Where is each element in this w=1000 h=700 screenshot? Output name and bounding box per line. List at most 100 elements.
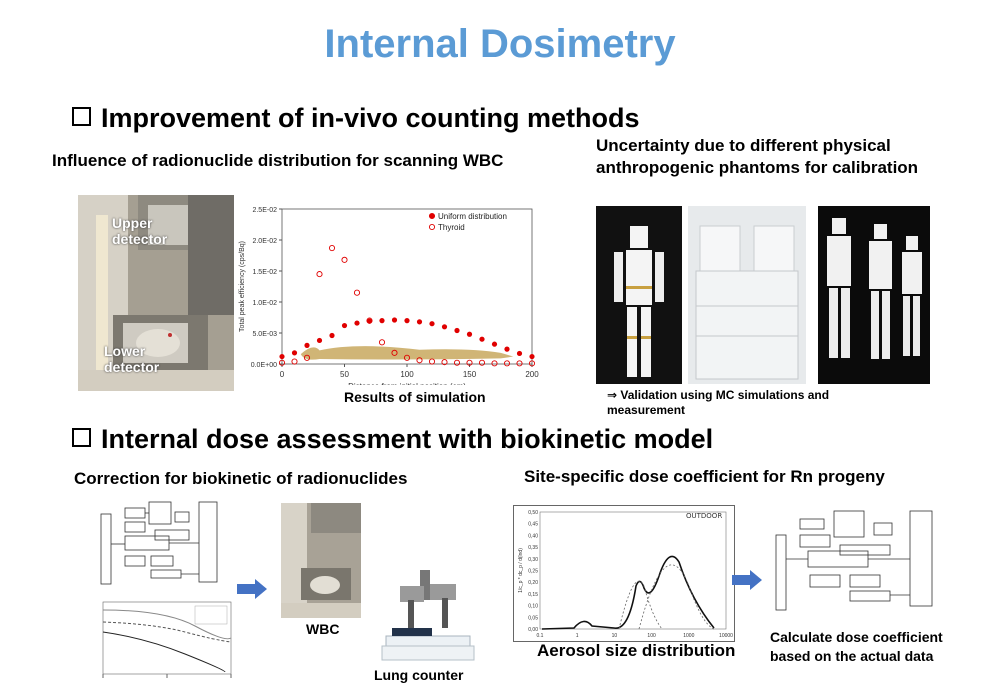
thyroid-point [516,360,523,367]
arrow-right-icon [237,579,267,599]
legend-label: Uniform distribution [438,212,507,221]
thyroid-point [353,289,361,296]
y-tick-label: 2.5E-02 [252,207,277,214]
x-tick-label: 0 [280,370,285,379]
legend-label: Thyroid [438,223,465,232]
y-tick-label: 1.5E-02 [252,269,277,276]
aerosol-y-tick: 0,30 [528,557,538,563]
biokinetic-model-diagram [95,494,227,594]
y-tick-label: 1.0E-02 [252,300,277,307]
phantom-figure-3 [827,218,922,359]
y-axis-label: Total peak efficiency (cps/Bq) [239,241,246,332]
x-tick-label: 150 [463,370,477,379]
checkbox-icon [72,428,91,447]
lung-counter-label: Lung counter [374,667,464,683]
thyroid-point [503,360,511,367]
thyroid-point [278,359,286,366]
x-tick-label: 50 [340,370,349,379]
x-tick-label: 100 [400,370,414,379]
thyroid-point [466,359,473,366]
thyroid-point [303,354,311,361]
uniform-point [454,327,460,334]
aerosol-curve-mode-2 [638,564,715,630]
wbc-label: WBC [306,621,340,637]
aerosol-y-tick: 0,20 [528,580,538,586]
thyroid-point [378,339,386,346]
aerosol-x-tick: 10000 [719,633,733,639]
y-tick-label: 0.0E+00 [251,362,277,369]
aerosol-frame [539,511,727,630]
thyroid-point [328,245,336,252]
aerosol-label: Aerosol size distribution [537,641,736,660]
aerosol-y-tick: 0,05 [528,615,538,621]
aerosol-chart: 0,00 0,05 0,10 0,15 0,20 0,25 0,30 0,35 0,40 0,45… [513,505,735,642]
calc-dose-text: Calculate dose coefficient based on the … [770,629,943,664]
uniform-point [516,350,523,357]
aerosol-y-label: 1/c_p * dc_p / d(lnd) [518,548,524,593]
uniform-point [391,317,398,323]
thyroid-point [416,357,423,364]
wbc-detector-illustration [78,195,234,391]
x-axis-label: Distance from initial position (cm) [348,382,466,385]
section-heading-biokinetic: Internal dose assessment with biokinetic… [72,424,713,455]
section-heading-invivo: Improvement of in-vivo counting methods [72,103,640,134]
uniform-point [316,337,323,344]
aerosol-curve-mode-1 [618,580,663,630]
arrow-right-icon [732,570,762,590]
wbc-photo-small [281,503,361,618]
aerosol-y-tick: 0,15 [528,592,538,598]
thyroid-point [341,256,348,263]
aerosol-y-tick: 0,10 [528,604,538,610]
scatter-caption: Results of simulation [344,389,486,405]
subtitle-biokinetic-correction: Correction for biokinetic of radionuclid… [74,469,408,488]
uniform-point [404,318,410,324]
thyroid-point [291,358,298,365]
y-tick-label: 5.0E-03 [252,331,277,338]
uniform-point [466,331,473,337]
thyroid-point [428,358,436,365]
lung-counter-photo [380,566,476,662]
upper-detector-label: Upper detector [112,215,168,247]
thyroid-point [528,360,536,367]
aerosol-chart-svg: 0,00 0,05 0,10 0,15 0,20 0,25 0,30 0,35 0,40 0,45… [518,510,733,639]
phantom-figure-2 [688,206,806,384]
page-title: Internal Dosimetry [324,22,676,66]
subtitle-rn-progeny: Site-specific dose coefficient for Rn pr… [524,467,885,486]
uniform-point [441,324,448,330]
uniform-point [279,353,285,360]
uniform-point [341,322,348,329]
validation-note: ⇒ Validation using MC simulations and me… [607,388,830,417]
aerosol-y-tick: 0,40 [528,533,538,539]
lung-counter-illustration [381,570,475,661]
uniform-point [491,341,498,347]
aerosol-y-tick: 0,50 [528,510,538,516]
aerosol-x-tick: 100 [647,633,656,639]
aerosol-y-tick: 0,35 [528,545,538,551]
aerosol-x-tick: 10 [612,633,618,639]
uniform-point [329,332,335,339]
thyroid-point [478,359,486,366]
retention-curve-chart [85,598,235,690]
aerosol-curve [541,555,715,630]
uniform-point [529,353,535,360]
aerosol-x-tick: 0.1 [537,633,544,639]
rn-biokinetic-illustration [775,510,933,611]
phantom-photo-3 [818,206,930,384]
thyroid-point [403,354,411,361]
phantom-photo-1 [596,206,682,384]
x-tick-label: 200 [525,370,539,379]
aerosol-x-tick: 1000 [683,633,694,639]
lower-detector-label: Lower detector [104,343,160,375]
legend-marker [428,223,436,231]
uniform-point [379,318,385,324]
y-tick-label: 2.0E-02 [252,238,277,245]
uniform-point [416,319,423,325]
uniform-point [479,336,485,342]
uniform-point [304,342,310,348]
uniform-point [291,350,298,356]
efficiency-scatter-chart: 0.0E+00 5.0E-03 1.0E-02 1.5E-02 2.0E-02 2.5E-… [239,207,539,385]
aerosol-x-tick: 1 [576,633,579,639]
phantom-body-silhouette [300,346,514,360]
wbc-photo-small-illustration [281,503,361,618]
thyroid-point [366,317,373,324]
